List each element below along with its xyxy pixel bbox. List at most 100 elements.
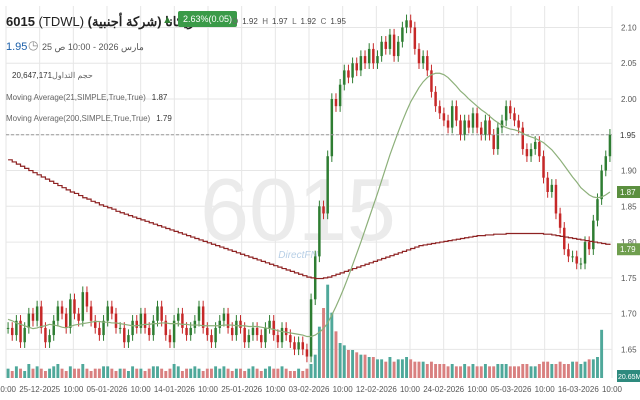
indicator-value: 1.79 [156,114,172,123]
volume-bar [566,364,570,378]
candle-body [513,113,516,121]
indicator-label: Moving Average(21,SIMPLE,True,True) [6,93,146,102]
candle-body [44,327,47,343]
volume-bar [180,371,184,378]
volume-bar [550,364,554,378]
volume-bar [405,357,408,378]
volume-bar [322,308,325,378]
x-tick-label: 10:00 [333,385,354,394]
candle-body [305,349,309,357]
candle-body [85,292,89,307]
candle-body [488,120,491,135]
volume-bar [417,361,421,378]
volume-bar [52,366,56,378]
ma21-tag-label: 1.87 [620,188,636,197]
candle-body [48,335,51,343]
candle-body [110,306,114,314]
volume-bar [81,364,85,378]
candle-body [334,99,338,107]
volume-bar [239,368,242,378]
volume-bar [255,368,259,378]
volume-bar [297,368,301,378]
volume-bar [326,284,330,378]
volume-bar [60,368,64,378]
candle-body [517,120,520,128]
x-tick-label: 14-01-2026 [154,385,195,394]
candle-body [189,327,192,336]
volume-bar [537,364,541,378]
volume-bar [93,368,97,378]
candle-body [430,70,433,92]
candle-body [363,56,367,64]
clock-icon: ◷ [28,38,39,52]
candle-body [210,335,213,343]
volume-bar [230,371,234,378]
candle-body [463,120,466,135]
volume-bar [234,368,238,378]
y-tick-label: 1.65 [621,345,637,354]
indicator-volume[interactable]: حجم التداول20,647,171 [6,71,93,80]
ma21-line [7,72,611,338]
ohlc-value-close: 1.95 [330,17,346,26]
candle-body [409,20,412,28]
volume-bar [376,359,379,378]
last-update-datetime: مارس 2026 - 10:00 ص 25 [42,42,144,52]
volume-bar [517,366,521,378]
volume-tag [617,370,640,382]
candle-body [579,263,583,265]
candle-body [264,327,267,343]
y-tick-label: 1.70 [621,310,637,319]
volume-bar [380,359,384,378]
volume-bar [421,361,425,378]
candle-body [521,127,525,150]
candle-body [396,41,400,57]
candle-body [152,320,155,336]
candle-body [197,306,201,321]
candle-body [318,206,321,257]
indicator-ma200[interactable]: Moving Average(200,SIMPLE,True,True) 1.79 [6,114,172,123]
volume-bar [143,371,147,378]
candle-body [496,127,500,150]
candle-body [35,306,39,321]
candle-body [260,335,263,343]
candle-body [123,327,126,343]
y-tick-label: 1.90 [621,167,637,176]
volume-bar [251,366,255,378]
volume-bar [97,368,101,378]
x-tick-label: 10:00 [602,385,623,394]
candle-body [554,184,558,214]
candle-body [102,320,105,336]
candle-body [322,206,325,214]
volume-bar [243,371,247,378]
volume-bar [459,366,462,378]
volume-bar [284,368,288,378]
volume-bar [313,354,317,378]
candle-body [98,327,101,336]
candle-body [181,313,184,328]
volume-bar [533,366,537,378]
exchange: (TDWL) [38,14,85,29]
volume-bar [521,364,525,378]
indicator-value: 1.87 [151,93,168,102]
x-tick-label: 24-02-2026 [423,385,464,394]
volume-bar [367,357,371,378]
candle-body [135,320,138,328]
volume-bar [483,364,487,378]
candle-body [143,313,147,328]
volume-bar [562,364,566,378]
y-tick-label: 2.00 [621,95,637,104]
candle-body [164,320,168,336]
indicator-ma21[interactable]: Moving Average(21,SIMPLE,True,True) 1.87 [6,93,167,102]
volume-bar [222,366,226,378]
candle-body [525,149,529,157]
candle-body [268,320,271,328]
volume-bar [429,361,433,378]
change-badge: 2.63%(0.05) [178,11,238,27]
y-tick-label: 2.05 [621,59,637,68]
candle-body [388,34,392,49]
volume-bar [118,368,122,378]
candle-body [52,320,55,336]
x-tick-label: 10:00 [467,385,488,394]
x-tick-label: 10:00 [63,385,84,394]
